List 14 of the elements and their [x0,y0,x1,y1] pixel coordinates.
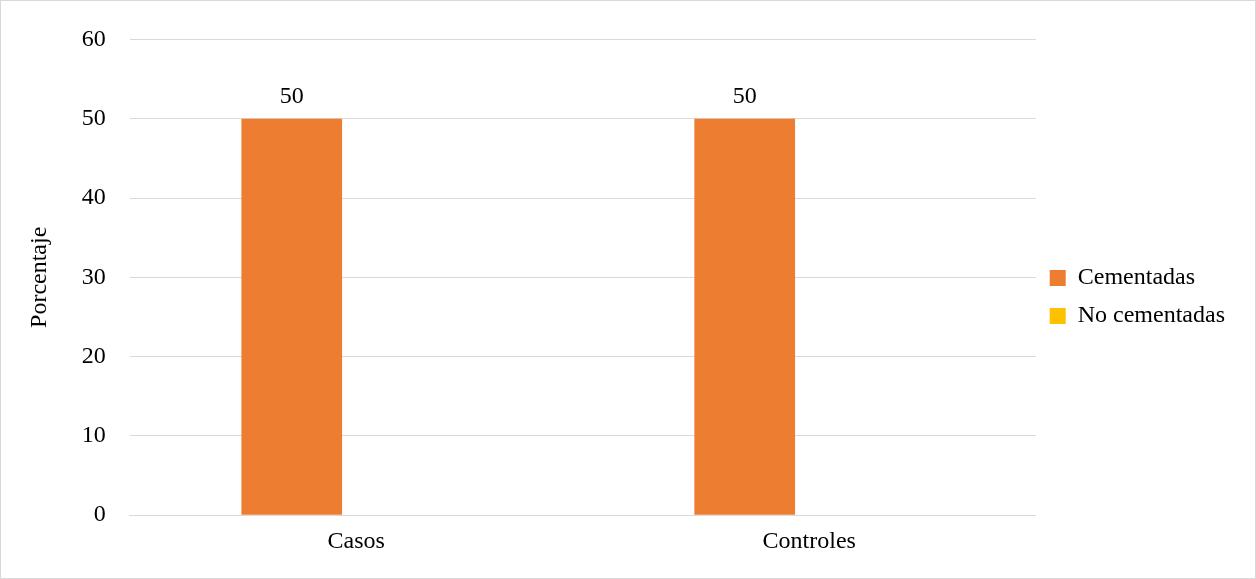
data-label: 50 [732,82,757,108]
y-axis-title: Porcentaje [24,226,51,328]
y-tick-label: 0 [93,500,106,527]
legend-label: Cementadas [1077,263,1196,290]
x-tick-label: Controles [762,526,856,553]
y-tick-label: 30 [81,262,106,289]
y-tick-label: 10 [81,421,106,448]
y-tick-label: 50 [81,104,106,130]
data-label: 50 [279,82,304,108]
legend-label: No cementadas [1077,301,1226,328]
y-tick-label: 40 [81,183,106,210]
x-tick-label: Casos [327,526,385,553]
y-tick-label: 20 [81,341,106,368]
y-tick-label: 60 [81,24,106,51]
